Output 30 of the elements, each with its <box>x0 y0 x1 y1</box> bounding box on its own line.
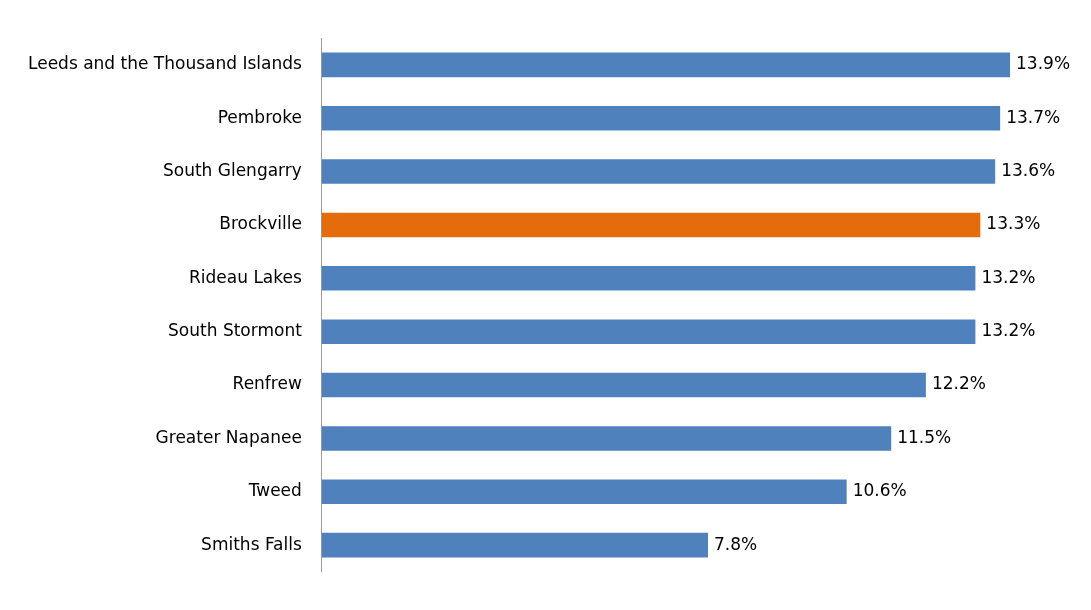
y-tick-label: South Stormont <box>168 320 303 341</box>
y-tick-label: Rideau Lakes <box>189 266 302 287</box>
data-label: 11.5% <box>897 426 952 447</box>
bar <box>321 426 892 451</box>
data-label: 10.6% <box>852 480 907 501</box>
bar <box>321 266 976 291</box>
bar <box>321 212 981 238</box>
y-tick-label: Leeds and the Thousand Islands <box>28 53 302 74</box>
data-label: 12.2% <box>931 373 986 394</box>
bar <box>321 52 1011 78</box>
y-tick-label: Renfrew <box>232 373 302 394</box>
y-tick-label: Brockville <box>219 213 302 234</box>
y-tick-label: Smiths Falls <box>201 533 302 554</box>
bar <box>321 105 1001 131</box>
data-label: 13.2% <box>981 266 1036 287</box>
y-tick-label: Greater Napanee <box>155 426 302 447</box>
data-label: 13.2% <box>981 320 1036 341</box>
bar <box>321 372 926 398</box>
data-label: 7.8% <box>714 533 758 554</box>
data-label: 13.9% <box>1016 53 1071 74</box>
data-label: 13.3% <box>986 213 1041 234</box>
bar <box>321 319 976 344</box>
bar <box>321 159 996 184</box>
bar <box>321 479 847 505</box>
data-label: 13.6% <box>1001 160 1056 181</box>
y-tick-label: Pembroke <box>217 106 302 127</box>
y-tick-label: South Glengarry <box>162 160 302 181</box>
data-label: 13.7% <box>1006 106 1061 127</box>
y-tick-label: Tweed <box>247 480 302 501</box>
bar <box>321 532 709 558</box>
